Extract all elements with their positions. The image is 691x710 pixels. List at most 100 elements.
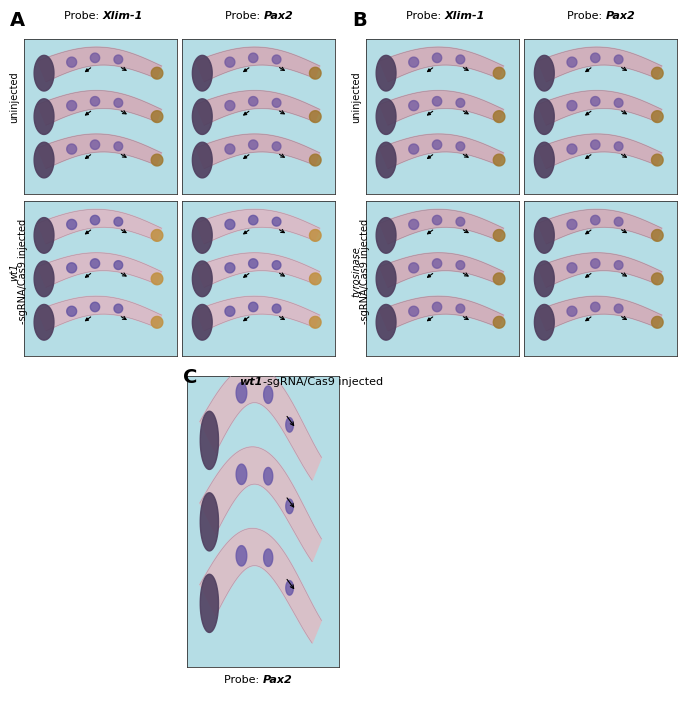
Polygon shape [493, 154, 505, 166]
Polygon shape [591, 97, 600, 106]
Polygon shape [538, 47, 662, 82]
Polygon shape [493, 317, 505, 328]
Polygon shape [236, 546, 247, 566]
Polygon shape [114, 55, 123, 64]
Polygon shape [456, 142, 465, 151]
Polygon shape [286, 581, 294, 595]
Text: Probe:: Probe: [225, 11, 263, 21]
Polygon shape [591, 140, 600, 149]
Polygon shape [272, 217, 281, 226]
Polygon shape [37, 47, 162, 82]
Polygon shape [192, 261, 212, 297]
Polygon shape [433, 97, 442, 106]
Polygon shape [538, 134, 662, 168]
Polygon shape [34, 305, 54, 340]
Polygon shape [272, 55, 281, 64]
Polygon shape [192, 305, 212, 340]
Polygon shape [567, 263, 577, 273]
Text: -sgRNA/Cas9 injected: -sgRNA/Cas9 injected [360, 219, 370, 324]
Polygon shape [200, 493, 218, 551]
Polygon shape [91, 53, 100, 62]
Polygon shape [493, 229, 505, 241]
Polygon shape [379, 253, 504, 288]
Text: -sgRNA/Cas9 injected: -sgRNA/Cas9 injected [263, 377, 383, 387]
Polygon shape [286, 499, 294, 513]
Polygon shape [456, 99, 465, 107]
Polygon shape [376, 217, 396, 253]
Polygon shape [34, 217, 54, 253]
Polygon shape [151, 229, 163, 241]
Polygon shape [34, 261, 54, 297]
Polygon shape [456, 304, 465, 313]
Polygon shape [34, 99, 54, 134]
Polygon shape [249, 97, 258, 106]
Polygon shape [151, 67, 163, 79]
Polygon shape [249, 215, 258, 225]
Polygon shape [538, 296, 662, 331]
Polygon shape [37, 134, 162, 168]
Polygon shape [538, 91, 662, 125]
Polygon shape [379, 47, 504, 82]
Polygon shape [376, 55, 396, 91]
Polygon shape [264, 467, 273, 485]
Text: A: A [10, 11, 26, 30]
Polygon shape [376, 142, 396, 178]
Text: uninjected: uninjected [9, 72, 19, 124]
Polygon shape [264, 386, 273, 403]
Polygon shape [200, 366, 321, 480]
Polygon shape [652, 273, 663, 285]
Polygon shape [376, 99, 396, 134]
Polygon shape [196, 296, 320, 331]
Polygon shape [249, 53, 258, 62]
Polygon shape [567, 219, 577, 229]
Text: wt1: wt1 [239, 377, 263, 387]
Polygon shape [614, 304, 623, 313]
Polygon shape [433, 53, 442, 62]
Polygon shape [225, 101, 235, 111]
Polygon shape [409, 57, 419, 67]
Text: Pax2: Pax2 [263, 11, 293, 21]
Polygon shape [376, 305, 396, 340]
Polygon shape [196, 209, 320, 244]
Polygon shape [534, 305, 554, 340]
Polygon shape [456, 55, 465, 64]
Polygon shape [236, 464, 247, 484]
Polygon shape [37, 91, 162, 125]
Polygon shape [114, 142, 123, 151]
Polygon shape [200, 574, 218, 633]
Polygon shape [37, 209, 162, 244]
Polygon shape [493, 67, 505, 79]
Polygon shape [652, 317, 663, 328]
Polygon shape [37, 296, 162, 331]
Polygon shape [567, 57, 577, 67]
Polygon shape [114, 217, 123, 226]
Polygon shape [534, 99, 554, 134]
Polygon shape [91, 97, 100, 106]
Text: Xlim-1: Xlim-1 [102, 11, 143, 21]
Polygon shape [67, 306, 77, 317]
Text: -sgRNA/Cas9 injected: -sgRNA/Cas9 injected [18, 219, 28, 324]
Text: Probe:: Probe: [567, 11, 605, 21]
Text: Probe:: Probe: [224, 675, 263, 685]
Polygon shape [567, 101, 577, 111]
Polygon shape [34, 142, 54, 178]
Text: Pax2: Pax2 [605, 11, 635, 21]
Polygon shape [534, 142, 554, 178]
Text: Pax2: Pax2 [263, 675, 292, 685]
Polygon shape [493, 273, 505, 285]
Polygon shape [192, 99, 212, 134]
Polygon shape [534, 261, 554, 297]
Polygon shape [591, 258, 600, 268]
Polygon shape [433, 215, 442, 225]
Polygon shape [200, 447, 321, 562]
Polygon shape [433, 140, 442, 149]
Polygon shape [225, 306, 235, 317]
Polygon shape [225, 57, 235, 67]
Polygon shape [249, 140, 258, 149]
Polygon shape [409, 101, 419, 111]
Polygon shape [379, 91, 504, 125]
Polygon shape [272, 142, 281, 151]
Polygon shape [34, 55, 54, 91]
Polygon shape [567, 306, 577, 317]
Polygon shape [614, 261, 623, 270]
